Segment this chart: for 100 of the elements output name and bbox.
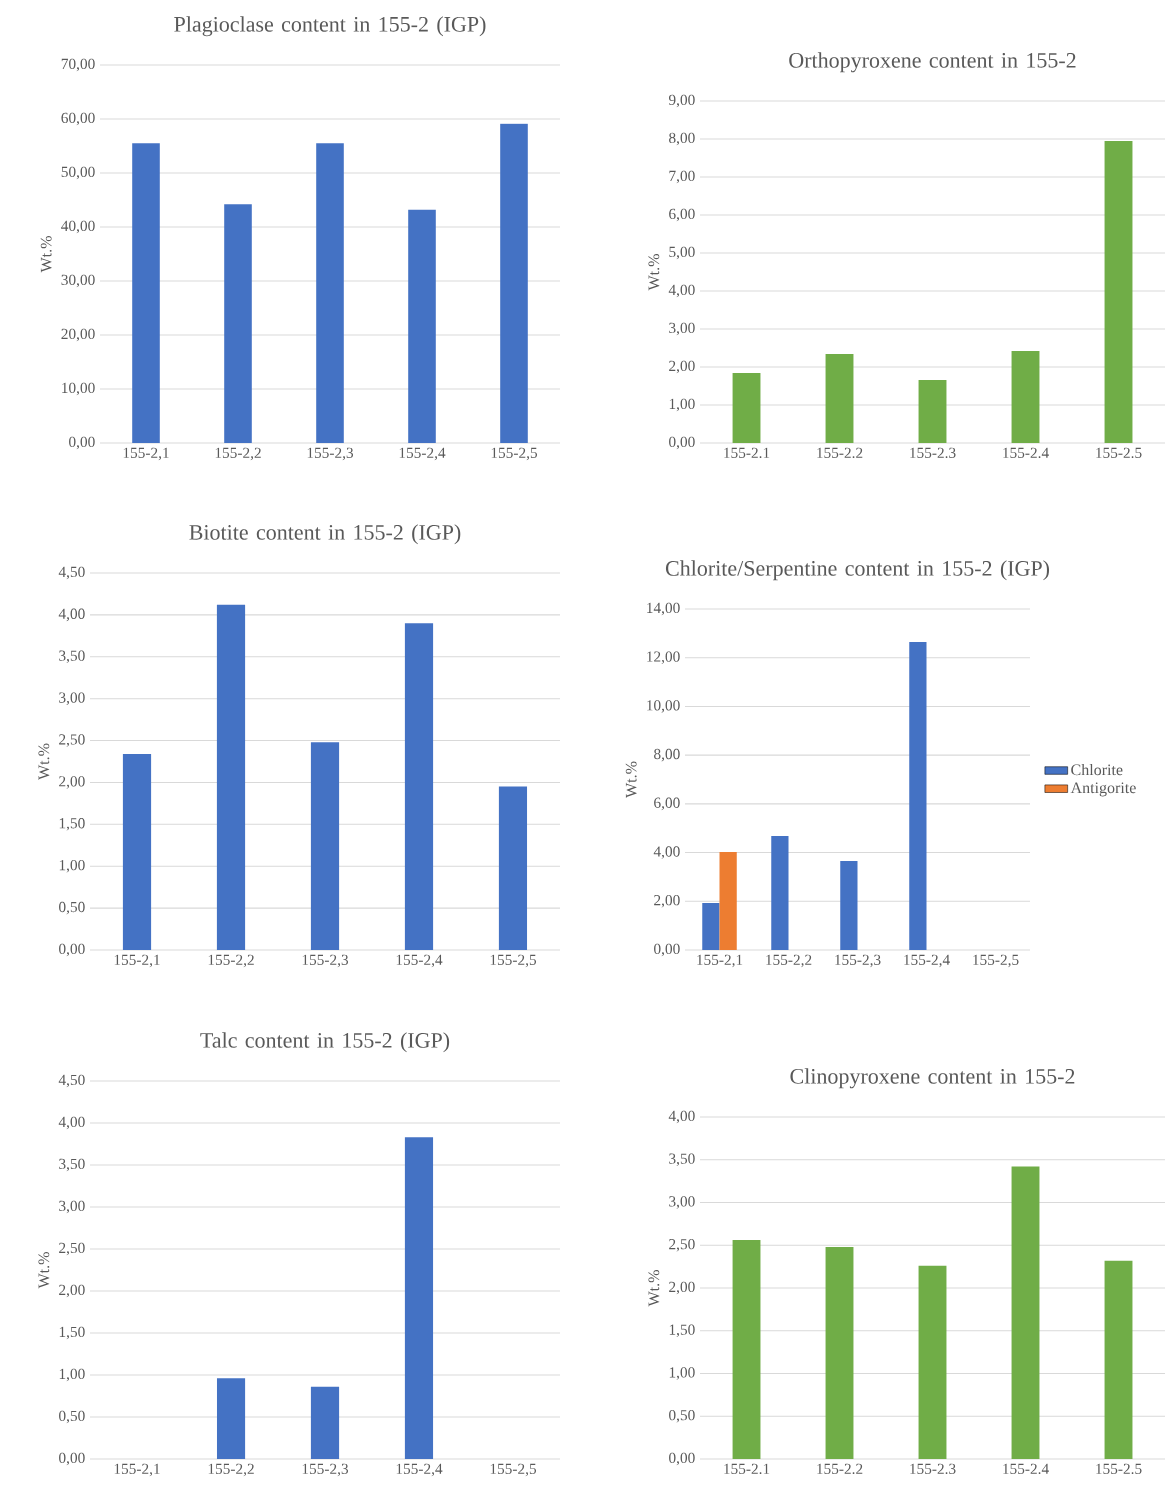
x-tick-label: 155-2,2: [766, 954, 812, 968]
y-tick-label: 3,00: [59, 692, 85, 705]
y-tick-label: 9,00: [668, 94, 695, 108]
y-tick-label: 2,50: [669, 1238, 695, 1252]
y-tick-label: 2,50: [59, 734, 85, 747]
y-tick-label: 70,00: [61, 58, 95, 72]
x-tick-label: 155-2.4: [1003, 447, 1049, 459]
y-tick-label: 0,00: [654, 943, 680, 957]
chart-title: Chlorite/Serpentine content in 155-2 (IGP): [665, 560, 1050, 581]
y-axis-title: Wt.%: [648, 1270, 660, 1307]
bar: [732, 373, 761, 443]
x-tick-label: 155-2,4: [904, 954, 950, 968]
x-tick-label: 155-2,3: [302, 954, 349, 968]
bar: [918, 379, 947, 443]
x-tick-label: 155-2,3: [835, 954, 881, 968]
x-tick-label: 155-2,5: [490, 1463, 537, 1477]
chart-title: Clinopyroxene content in 155-2: [790, 1068, 1075, 1089]
chart-title: Orthopyroxene content in 155-2: [789, 52, 1076, 73]
y-tick-label: 1,00: [669, 1367, 695, 1380]
y-tick-label: 0,00: [59, 1452, 85, 1466]
bar: [216, 1378, 246, 1459]
y-tick-label: 3,00: [669, 1196, 695, 1209]
bar: [500, 123, 528, 443]
x-tick-label: 155-2.1: [724, 1463, 770, 1475]
x-tick-label: 155-2.5: [1096, 1463, 1142, 1475]
y-tick-label: 3,00: [59, 1200, 85, 1214]
y-tick-label: 60,00: [61, 112, 95, 126]
chart-title: Plagioclase content in 155-2 (IGP): [174, 16, 486, 37]
x-tick-label: 155-2,1: [114, 954, 160, 968]
y-tick-label: 4,00: [668, 1110, 695, 1124]
x-tick-label: 155-2.3: [910, 1463, 956, 1475]
y-tick-label: 12,00: [647, 651, 680, 664]
x-tick-label: 155-2,3: [302, 1463, 349, 1477]
y-tick-label: 4,50: [58, 1074, 85, 1088]
y-tick-label: 0,50: [59, 901, 85, 915]
bar: [224, 204, 252, 443]
y-tick-label: 0,50: [669, 1409, 695, 1423]
y-tick-label: 50,00: [61, 166, 95, 180]
y-tick-label: 8,00: [669, 132, 695, 146]
bar: [732, 1240, 761, 1459]
y-tick-label: 6,00: [654, 797, 680, 811]
bar: [132, 143, 160, 443]
x-tick-label: 155-2,1: [123, 447, 169, 461]
y-tick-label: 2,50: [59, 1242, 85, 1256]
x-tick-label: 155-2.4: [1003, 1463, 1049, 1475]
y-tick-label: 10,00: [62, 382, 95, 396]
x-tick-label: 155-2,4: [396, 1463, 443, 1477]
x-tick-label: 155-2,1: [114, 1463, 160, 1477]
y-tick-label: 3,50: [59, 1158, 85, 1172]
y-tick-label: 1,50: [669, 1324, 695, 1338]
y-tick-label: 6,00: [669, 208, 695, 222]
y-tick-label: 3,00: [669, 322, 695, 336]
y-tick-label: 0,50: [59, 1410, 85, 1424]
chart-title: Biotite content in 155-2 (IGP): [189, 524, 461, 545]
x-tick-label: 155-2,2: [215, 447, 261, 461]
y-axis-title: Wt.%: [38, 743, 50, 780]
x-tick-label: 155-2,5: [490, 954, 537, 968]
bar: [825, 354, 854, 443]
bar: [909, 642, 927, 950]
y-tick-label: 14,00: [647, 602, 680, 616]
x-tick-label: 155-2.3: [910, 447, 956, 459]
x-tick-label: 155-2,3: [307, 447, 354, 461]
x-tick-label: 155-2,1: [697, 954, 743, 968]
y-tick-label: 0,00: [669, 1452, 695, 1466]
y-tick-label: 4,00: [653, 846, 680, 859]
y-tick-label: 2,00: [669, 1281, 695, 1295]
y-tick-label: 5,00: [669, 246, 695, 260]
y-tick-label: 0,00: [59, 943, 85, 957]
chart-title: Talc content in 155-2 (IGP): [200, 1032, 450, 1053]
y-tick-label: 7,00: [669, 170, 695, 184]
bar: [702, 902, 720, 950]
bar: [408, 209, 436, 443]
y-tick-label: 4,00: [58, 1116, 85, 1130]
y-tick-label: 40,00: [61, 220, 95, 234]
x-tick-label: 155-2,4: [396, 954, 443, 968]
y-tick-label: 30,00: [61, 274, 95, 288]
x-tick-label: 155-2,2: [208, 954, 254, 968]
x-tick-label: 155-2.2: [817, 1463, 863, 1475]
bar: [771, 836, 789, 950]
y-tick-label: 1,50: [59, 1326, 85, 1340]
y-tick-label: 10,00: [647, 700, 680, 713]
bar: [918, 1265, 947, 1459]
y-tick-label: 8,00: [654, 748, 680, 762]
x-tick-label: 155-2.1: [724, 447, 770, 459]
bar: [122, 753, 152, 950]
y-tick-label: 1,50: [59, 818, 85, 831]
y-tick-label: 0,00: [669, 436, 695, 450]
bar: [310, 742, 340, 950]
bar: [825, 1246, 854, 1459]
y-axis-title: Wt.%: [625, 761, 637, 798]
x-tick-label: 155-2,4: [399, 447, 446, 461]
x-tick-label: 155-2.5: [1096, 447, 1142, 459]
bar: [719, 852, 737, 950]
bar: [404, 1137, 434, 1459]
bar: [1104, 140, 1133, 443]
y-tick-label: 20,00: [61, 328, 95, 342]
bar: [216, 604, 246, 950]
bar: [404, 623, 434, 950]
y-tick-label: 1,00: [59, 1368, 85, 1382]
x-tick-label: 155-2,5: [973, 954, 1019, 968]
